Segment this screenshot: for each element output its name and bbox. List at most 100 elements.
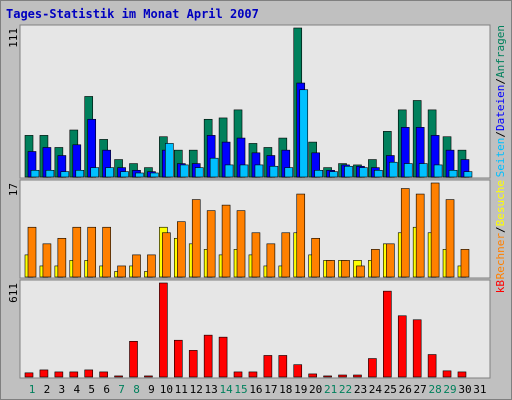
bar: [159, 282, 168, 378]
bar: [314, 169, 323, 178]
x-tick-label: 13: [205, 383, 218, 396]
bar: [281, 232, 291, 278]
legend-separator: /: [494, 226, 507, 233]
y-tick-label: 611: [7, 283, 20, 303]
legend-separator: /: [494, 78, 507, 85]
bar: [54, 371, 64, 378]
bar: [445, 199, 455, 278]
bar: [353, 374, 362, 378]
x-tick-label: 28: [428, 383, 441, 396]
bar: [224, 164, 234, 178]
x-tick-label: 20: [309, 383, 322, 396]
x-tick-label: 27: [414, 383, 427, 396]
bar: [293, 364, 303, 378]
x-tick-label: 11: [175, 383, 188, 396]
bar: [174, 339, 183, 378]
bar: [191, 199, 201, 278]
bar: [263, 355, 273, 378]
bar: [389, 161, 398, 178]
bar: [114, 375, 123, 378]
x-tick-label: 1: [29, 383, 36, 396]
bar: [248, 371, 258, 378]
bar: [266, 243, 276, 278]
bar: [299, 89, 309, 178]
chart-title: Tages-Statistik im Monat April 2007: [6, 7, 259, 21]
bar: [463, 171, 473, 178]
bar: [311, 237, 320, 278]
bar: [60, 171, 70, 178]
x-tick-label: 5: [88, 383, 95, 396]
legend-separator: /: [494, 131, 507, 138]
bar: [194, 167, 204, 178]
legend-entry: Rechner: [494, 233, 507, 280]
bar: [87, 226, 97, 278]
bar: [102, 226, 111, 278]
y-tick-label: 111: [7, 28, 20, 48]
bar: [326, 260, 335, 278]
legend-entry: Besuche: [494, 180, 507, 226]
legend-entry: Dateien: [494, 85, 507, 131]
bar: [24, 372, 34, 378]
bar: [165, 143, 174, 178]
bar: [341, 260, 350, 278]
bar: [203, 334, 213, 378]
bar: [356, 265, 365, 278]
bar: [117, 265, 126, 278]
x-tick-label: 31: [473, 383, 486, 396]
bar: [457, 371, 467, 378]
x-tick-label: 15: [234, 383, 247, 396]
bar: [284, 167, 294, 178]
x-tick-label: 8: [133, 383, 140, 396]
legend: Seiten/Dateien/Anfragen: [494, 25, 507, 177]
bar: [442, 370, 452, 378]
x-tick-label: 14: [219, 383, 233, 396]
bar: [45, 169, 55, 178]
bar: [278, 355, 288, 378]
x-tick-label: 25: [384, 383, 397, 396]
x-tick-label: 26: [399, 383, 412, 396]
bar: [296, 193, 306, 278]
bar: [329, 171, 338, 178]
bar: [147, 254, 156, 278]
y-tick-label: 17: [7, 183, 20, 196]
panel: [19, 279, 491, 379]
x-tick-label: 7: [118, 383, 125, 396]
x-tick-label: 3: [59, 383, 66, 396]
bar: [120, 171, 129, 178]
bar: [368, 358, 377, 378]
bar: [177, 221, 186, 278]
bar: [308, 373, 317, 378]
x-tick-label: 30: [458, 383, 471, 396]
bar: [105, 167, 114, 178]
bar: [254, 164, 264, 178]
bar: [460, 249, 470, 278]
x-tick-label: 12: [190, 383, 203, 396]
x-tick-label: 18: [279, 383, 292, 396]
x-tick-label: 22: [339, 383, 352, 396]
bar: [344, 165, 353, 178]
bar: [374, 169, 383, 178]
bar: [162, 232, 171, 278]
bar: [72, 226, 82, 278]
bar: [221, 204, 231, 278]
bar: [84, 369, 94, 378]
bar: [57, 237, 67, 278]
bar: [42, 243, 52, 278]
x-tick-label: 29: [443, 383, 456, 396]
bar: [188, 350, 198, 378]
bar: [236, 210, 246, 278]
bar: [427, 354, 437, 378]
bar: [218, 336, 228, 378]
bar: [30, 169, 40, 178]
bar: [150, 172, 159, 178]
legend-entry: Seiten: [494, 138, 507, 178]
x-tick-label: 10: [160, 383, 173, 396]
bar: [144, 375, 153, 378]
x-tick-label: 23: [354, 383, 367, 396]
bar: [415, 193, 425, 278]
bar: [239, 164, 249, 178]
x-tick-label: 24: [369, 383, 383, 396]
bar: [233, 371, 243, 378]
bar: [397, 315, 407, 378]
